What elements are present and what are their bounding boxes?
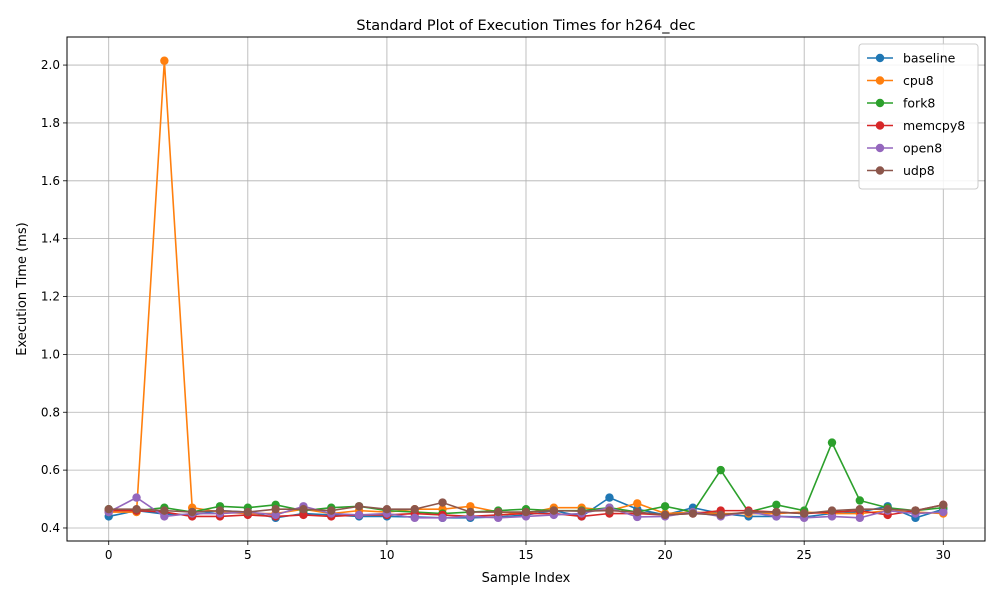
data-point-udp8	[911, 506, 920, 515]
data-point-udp8	[271, 504, 280, 514]
data-point-udp8	[883, 504, 892, 514]
data-point-open8	[939, 507, 948, 517]
data-point-udp8	[799, 509, 809, 518]
legend-swatch-marker	[875, 76, 885, 85]
data-point-open8	[410, 513, 419, 523]
grid	[67, 37, 985, 541]
legend-swatch-marker	[875, 98, 885, 108]
y-tick-label: 0.8	[41, 405, 60, 419]
data-point-memcpy8	[299, 510, 308, 520]
data-point-udp8	[521, 507, 531, 517]
data-point-fork8	[660, 502, 670, 511]
data-point-cpu8	[633, 499, 642, 508]
y-tick-label: 1.4	[41, 232, 60, 246]
data-point-cpu8	[160, 56, 169, 65]
legend-label: fork8	[903, 96, 935, 111]
data-point-open8	[160, 512, 169, 521]
data-point-udp8	[577, 506, 586, 516]
y-tick-label: 1.0	[41, 347, 60, 361]
legend-swatch-marker	[875, 143, 885, 153]
data-point-udp8	[772, 507, 781, 517]
x-tick-label: 15	[518, 548, 533, 562]
y-tick-label: 0.4	[41, 521, 60, 535]
data-point-udp8	[410, 504, 419, 514]
legend-swatch-marker	[875, 53, 885, 63]
data-point-open8	[827, 512, 837, 521]
data-point-udp8	[688, 509, 698, 518]
legend: baseline cpu8 fork8 memcpy8 open8 udp8	[858, 43, 979, 190]
data-point-fork8	[827, 438, 837, 447]
data-point-cpu8	[466, 502, 475, 511]
data-point-udp8	[382, 504, 392, 514]
data-point-open8	[271, 510, 280, 520]
data-point-open8	[438, 513, 447, 523]
data-point-udp8	[354, 502, 364, 511]
x-tick-label: 0	[105, 548, 113, 562]
data-point-udp8	[716, 510, 725, 520]
data-point-open8	[855, 513, 865, 523]
data-point-open8	[354, 510, 364, 520]
x-tick-label: 25	[797, 548, 812, 562]
legend-label: memcpy8	[903, 118, 965, 133]
data-point-udp8	[243, 507, 253, 517]
legend-label: cpu8	[903, 73, 934, 88]
data-point-udp8	[744, 507, 753, 517]
data-point-udp8	[827, 506, 837, 515]
data-point-udp8	[132, 504, 141, 514]
legend-swatch-marker	[875, 121, 885, 130]
data-point-udp8	[160, 506, 169, 515]
y-tick-label: 1.6	[41, 174, 60, 188]
axis-ticks: 0 5 10 15 20 25 30 0.4 0.6 0.8 1.0 1.2 1.4 1.6 1.8 2.0	[41, 58, 951, 562]
series-udp8	[104, 498, 948, 520]
data-point-udp8	[633, 507, 642, 517]
x-tick-label: 5	[244, 548, 252, 562]
data-point-udp8	[605, 506, 614, 515]
y-tick-label: 1.8	[41, 116, 60, 130]
y-tick-label: 1.2	[41, 290, 60, 304]
data-point-open8	[493, 513, 503, 523]
x-tick-label: 10	[379, 548, 394, 562]
series-group	[104, 56, 948, 523]
y-axis-label: Execution Time (ms)	[15, 222, 30, 355]
data-point-udp8	[299, 504, 308, 514]
legend-label: open8	[903, 141, 942, 156]
data-point-baseline	[605, 493, 614, 502]
y-tick-label: 0.6	[41, 463, 60, 477]
legend-label: udp8	[903, 163, 935, 178]
data-point-udp8	[493, 507, 503, 517]
plot-frame	[66, 36, 986, 542]
data-point-udp8	[855, 504, 865, 514]
chart-title: Standard Plot of Execution Times for h26…	[356, 18, 695, 34]
data-point-udp8	[660, 510, 670, 520]
data-point-fork8	[772, 500, 781, 510]
y-tick-label: 2.0	[41, 58, 60, 72]
x-tick-label: 20	[657, 548, 672, 562]
data-point-udp8	[466, 507, 475, 517]
x-tick-label: 30	[936, 548, 951, 562]
x-axis-label: Sample Index	[482, 571, 571, 586]
data-point-udp8	[438, 498, 447, 507]
legend-swatch-marker	[875, 166, 885, 175]
data-point-fork8	[855, 496, 865, 505]
data-point-fork8	[716, 465, 725, 475]
data-point-open8	[132, 493, 141, 502]
legend-label: baseline	[903, 51, 956, 66]
data-point-udp8	[549, 506, 559, 515]
data-point-udp8	[187, 507, 197, 517]
data-point-udp8	[215, 506, 225, 515]
data-point-udp8	[104, 504, 113, 514]
data-point-udp8	[939, 500, 948, 510]
data-point-udp8	[327, 506, 336, 515]
